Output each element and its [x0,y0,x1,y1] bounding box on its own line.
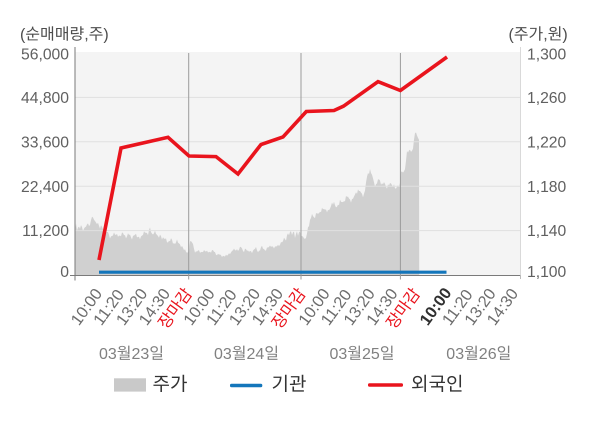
svg-text:1,140: 1,140 [527,223,567,240]
svg-text:): ) [562,27,567,44]
svg-text:,: , [84,27,88,44]
svg-text:11,200: 11,200 [22,223,69,240]
svg-text:25: 25 [362,346,380,363]
svg-text:22,400: 22,400 [21,179,69,196]
svg-text:): ) [103,27,108,44]
svg-text:03: 03 [446,346,464,363]
svg-text:1,300: 1,300 [527,47,567,64]
svg-text:26: 26 [479,346,497,363]
svg-text:03: 03 [214,346,232,363]
svg-text:1,100: 1,100 [527,264,567,281]
svg-text:23: 23 [132,346,150,363]
svg-text:33,600: 33,600 [21,135,69,152]
svg-text:03: 03 [99,346,117,363]
svg-text:24: 24 [247,346,265,363]
svg-text:1,220: 1,220 [527,135,567,152]
svg-text:1,180: 1,180 [527,179,567,196]
svg-text:56,000: 56,000 [21,47,69,64]
svg-text:(: ( [509,27,515,44]
svg-text:1,260: 1,260 [527,90,567,107]
svg-text:,: , [543,27,547,44]
svg-text:(: ( [20,27,26,44]
svg-text:0: 0 [60,264,69,281]
svg-text:03: 03 [330,346,348,363]
svg-text:44,800: 44,800 [21,90,69,107]
